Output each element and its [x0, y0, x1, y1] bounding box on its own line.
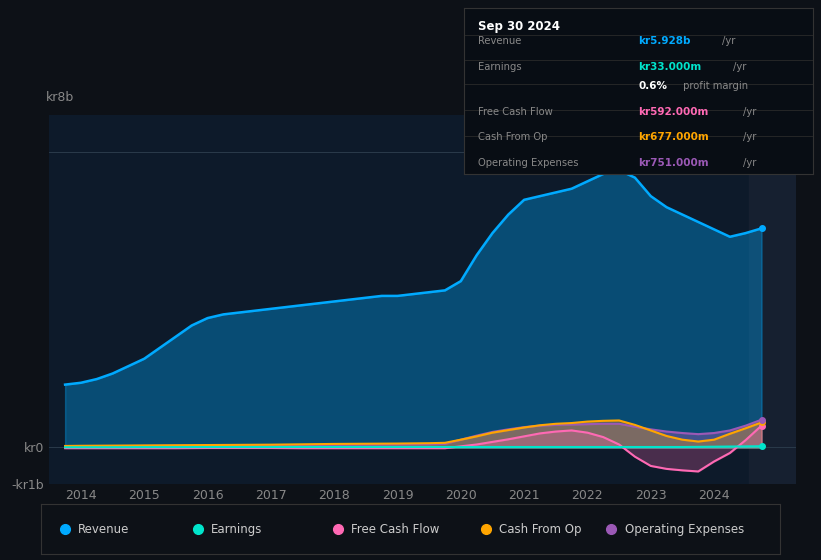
Text: profit margin: profit margin	[680, 81, 748, 91]
Text: kr8b: kr8b	[45, 91, 74, 104]
Text: /yr: /yr	[743, 132, 756, 142]
Text: Earnings: Earnings	[211, 522, 263, 536]
Text: /yr: /yr	[722, 36, 736, 46]
Text: Sep 30 2024: Sep 30 2024	[478, 20, 560, 33]
Text: Cash From Op: Cash From Op	[499, 522, 581, 536]
Bar	[749, 115, 796, 484]
Text: kr33.000m: kr33.000m	[639, 62, 702, 72]
Text: Revenue: Revenue	[78, 522, 130, 536]
Text: Free Cash Flow: Free Cash Flow	[351, 522, 440, 536]
Text: /yr: /yr	[732, 62, 746, 72]
Text: kr751.000m: kr751.000m	[639, 158, 709, 168]
Text: Earnings: Earnings	[478, 62, 521, 72]
Text: Free Cash Flow: Free Cash Flow	[478, 106, 553, 116]
Text: 0.6%: 0.6%	[639, 81, 667, 91]
Text: Revenue: Revenue	[478, 36, 521, 46]
Text: /yr: /yr	[743, 158, 756, 168]
Text: kr592.000m: kr592.000m	[639, 106, 709, 116]
Text: Operating Expenses: Operating Expenses	[478, 158, 578, 168]
Text: kr677.000m: kr677.000m	[639, 132, 709, 142]
Text: Cash From Op: Cash From Op	[478, 132, 548, 142]
Text: kr5.928b: kr5.928b	[639, 36, 690, 46]
Text: /yr: /yr	[743, 106, 756, 116]
Text: Operating Expenses: Operating Expenses	[625, 522, 744, 536]
